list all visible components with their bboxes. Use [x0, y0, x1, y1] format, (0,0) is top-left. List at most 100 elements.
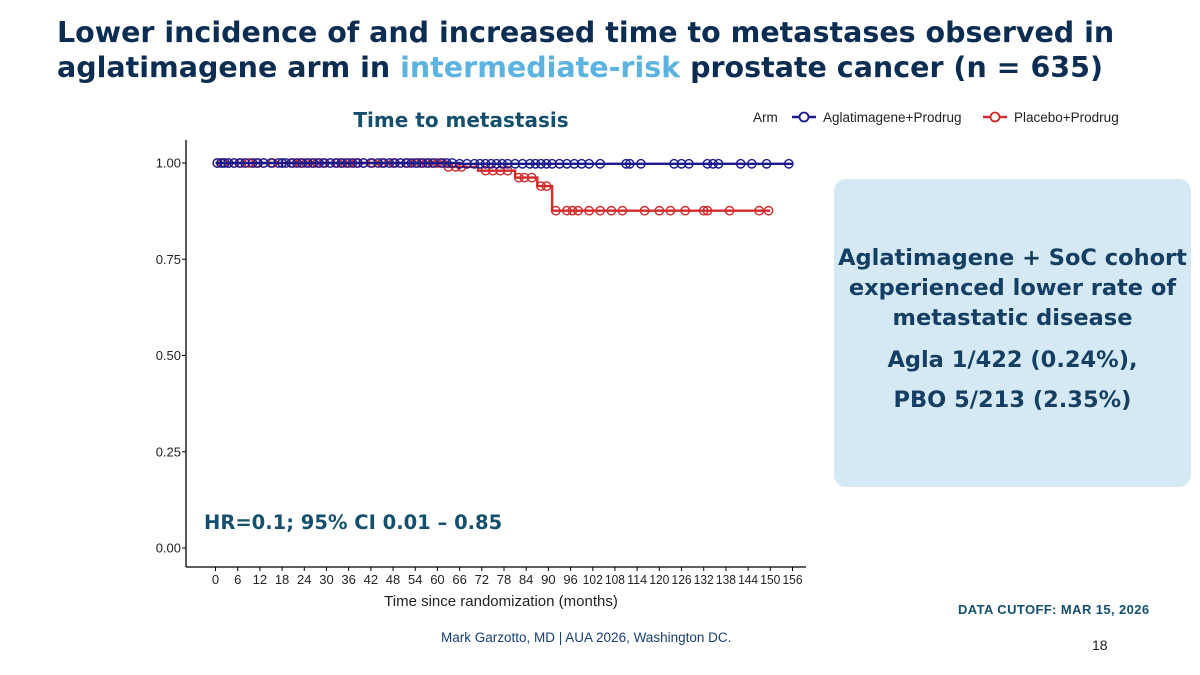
censor-mark-aglatimagene [229, 158, 239, 168]
censor-mark-aglatimagene [253, 158, 263, 168]
censor-mark-placebo [502, 165, 513, 176]
y-tick-label: 0.25 [156, 444, 181, 459]
censor-mark-aglatimagene [497, 158, 508, 169]
censor-mark-aglatimagene [428, 158, 439, 168]
censor-mark-aglatimagene [684, 158, 694, 169]
legend-label-placebo: Placebo+Prodrug [1014, 110, 1119, 125]
censor-mark-aglatimagene [624, 158, 635, 169]
legend-title: Arm [753, 110, 778, 125]
censor-mark-aglatimagene [676, 158, 687, 169]
legend-marker-placebo [989, 111, 1001, 123]
legend-marker-aglatimagene [798, 111, 810, 123]
censor-mark-placebo [513, 172, 524, 183]
censor-mark-placebo [702, 205, 713, 216]
x-tick-label: 120 [649, 572, 669, 587]
km-curve-placebo [215, 161, 771, 212]
censor-mark-aglatimagene [303, 158, 313, 168]
censor-mark-aglatimagene [491, 158, 502, 169]
x-tick-label: 144 [738, 572, 758, 587]
summary-callout-box: Aglatimagene + SoC cohort experienced lo… [834, 179, 1191, 487]
x-tick-label: 30 [319, 572, 333, 587]
censor-mark-aglatimagene [240, 158, 251, 168]
censor-mark-placebo [584, 205, 594, 216]
censor-mark-aglatimagene [441, 158, 452, 168]
y-tick-label: 0.75 [156, 252, 181, 267]
censor-mark-aglatimagene [216, 158, 226, 168]
censor-mark-aglatimagene [469, 158, 480, 169]
censor-mark-aglatimagene [273, 158, 284, 168]
x-tick-label: 138 [716, 572, 736, 587]
censor-mark-aglatimagene [384, 158, 395, 168]
censor-mark-aglatimagene [486, 158, 496, 169]
censor-mark-placebo [519, 172, 530, 183]
censor-mark-aglatimagene [417, 158, 428, 168]
censor-mark-aglatimagene [365, 158, 376, 168]
censor-mark-aglatimagene [319, 158, 330, 168]
censor-mark-aglatimagene [525, 158, 535, 169]
censor-mark-aglatimagene [291, 158, 302, 168]
slide-title-text: Lower incidence of and increased time to… [57, 16, 1115, 84]
callout-stat-agla: Agla 1/422 (0.24%), [887, 347, 1138, 373]
censor-mark-placebo [562, 205, 572, 216]
x-tick-label: 48 [386, 572, 400, 587]
censor-mark-aglatimagene [406, 158, 417, 168]
x-tick-label: 90 [541, 572, 555, 587]
chart-title: Time to metastasis [353, 108, 569, 132]
censor-mark-placebo [763, 205, 774, 216]
censor-mark-aglatimagene [212, 158, 223, 168]
y-tick-label: 0.50 [156, 348, 181, 363]
censor-mark-aglatimagene [325, 158, 336, 168]
x-tick-label: 114 [627, 572, 647, 587]
censor-mark-placebo [680, 205, 691, 216]
censor-mark-aglatimagene [510, 158, 520, 169]
callout-stat-pbo: PBO 5/213 (2.35%) [893, 387, 1132, 413]
censor-mark-placebo [606, 205, 617, 216]
censor-mark-placebo [724, 205, 735, 216]
censor-mark-aglatimagene [517, 158, 528, 169]
censor-mark-aglatimagene [462, 158, 472, 169]
x-tick-label: 12 [253, 572, 267, 587]
x-tick-label: 0 [212, 572, 219, 587]
x-tick-label: 6 [234, 572, 241, 587]
censor-mark-aglatimagene [454, 158, 465, 169]
x-tick-label: 84 [519, 572, 533, 587]
x-tick-label: 18 [275, 572, 289, 587]
censor-mark-aglatimagene [330, 158, 341, 168]
censor-mark-placebo [573, 205, 583, 216]
censor-mark-aglatimagene [336, 158, 347, 168]
censor-mark-placebo [639, 205, 650, 216]
censor-mark-aglatimagene [277, 158, 287, 168]
censor-mark-aglatimagene [286, 158, 297, 168]
censor-mark-aglatimagene [373, 158, 384, 168]
censor-mark-aglatimagene [584, 158, 594, 169]
data-cutoff-label: DATA CUTOFF: MAR 15, 2026 [958, 602, 1150, 617]
censor-mark-aglatimagene [562, 158, 572, 169]
censor-mark-aglatimagene [447, 158, 458, 168]
censor-mark-placebo [698, 205, 709, 216]
censor-mark-aglatimagene [554, 158, 565, 169]
slide-title-text-end: prostate cancer (n = 635) [680, 51, 1103, 84]
censor-mark-placebo [754, 205, 765, 216]
censor-mark-aglatimagene [761, 158, 772, 169]
censor-mark-aglatimagene [576, 158, 587, 169]
page-number: 18 [1092, 637, 1108, 653]
y-tick-label: 1.00 [156, 156, 181, 171]
x-tick-label: 24 [297, 572, 311, 587]
censor-mark-aglatimagene [266, 158, 276, 168]
x-tick-label: 150 [760, 572, 780, 587]
censor-mark-aglatimagene [308, 158, 319, 168]
x-tick-label: 54 [408, 572, 422, 587]
callout-headline: Aglatimagene + SoC cohort experienced lo… [838, 245, 1187, 331]
censor-mark-aglatimagene [352, 158, 363, 168]
x-tick-label: 108 [605, 572, 625, 587]
censor-mark-aglatimagene [436, 158, 446, 168]
x-tick-label: 132 [694, 572, 714, 587]
censor-mark-aglatimagene [746, 158, 757, 169]
censor-mark-aglatimagene [341, 158, 352, 168]
censor-mark-aglatimagene [395, 158, 406, 168]
censor-mark-aglatimagene [247, 158, 258, 168]
censor-mark-aglatimagene [783, 158, 794, 169]
x-tick-label: 42 [364, 572, 378, 587]
censor-mark-aglatimagene [530, 158, 541, 169]
